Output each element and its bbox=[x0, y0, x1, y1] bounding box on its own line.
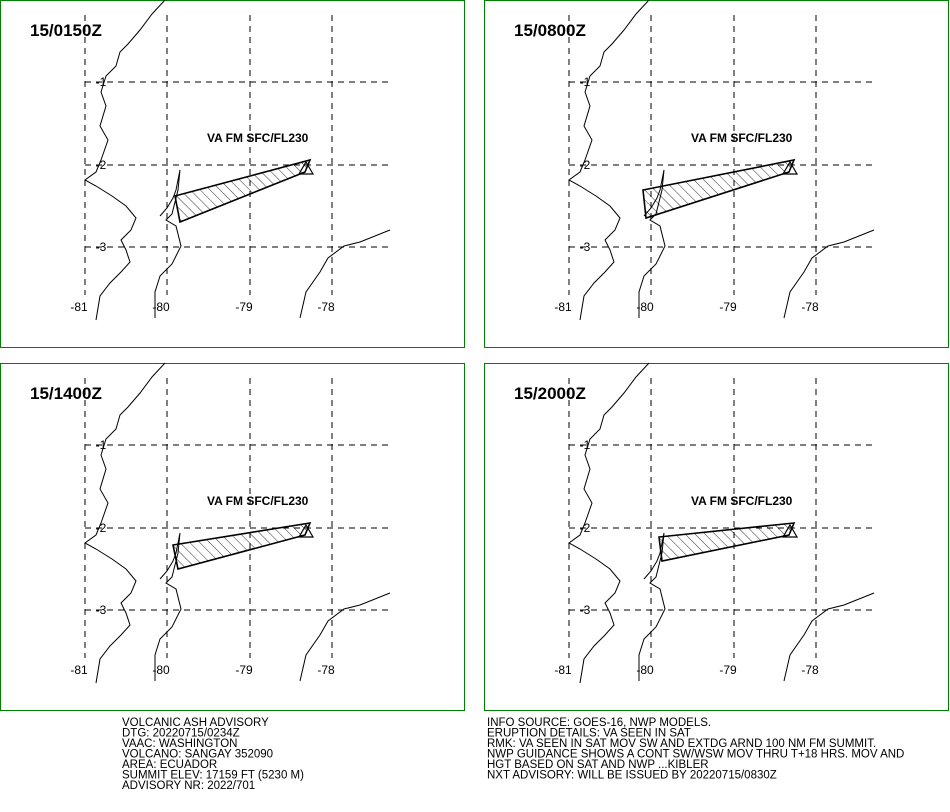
lat-label: -1 bbox=[580, 438, 591, 452]
advisory-line: VOLCANIC ASH ADVISORY bbox=[122, 717, 269, 729]
lon-label: -79 bbox=[235, 663, 253, 677]
panel-border bbox=[484, 363, 949, 711]
lon-label: -78 bbox=[317, 300, 335, 314]
ash-label: VA FM SFC/FL230 bbox=[691, 131, 793, 145]
coastline bbox=[154, 532, 182, 681]
panel-border bbox=[0, 363, 465, 711]
advisory-line: INFO SOURCE: GOES-16, NWP MODELS. bbox=[487, 717, 711, 729]
panel-border bbox=[484, 0, 949, 348]
panel-border bbox=[0, 0, 465, 348]
lat-label: -1 bbox=[580, 75, 591, 89]
coastline bbox=[783, 592, 875, 682]
coastline bbox=[568, 0, 650, 321]
advisory-line: AREA: ECUADOR bbox=[122, 759, 217, 771]
lon-label: -78 bbox=[801, 663, 819, 677]
lon-label: -81 bbox=[70, 300, 88, 314]
advisory-line: DTG: 20220715/0234Z bbox=[122, 728, 240, 740]
coastline bbox=[84, 362, 166, 684]
lat-label: -1 bbox=[96, 438, 107, 452]
ash-area bbox=[658, 522, 796, 562]
panel-title: 15/0800Z bbox=[514, 21, 586, 40]
coastline bbox=[783, 229, 875, 319]
map-panel: -81 -80 -79 -78 -1 -2 -3 15/2000Z VA FM SFC/FL23… bbox=[484, 362, 949, 711]
coastline bbox=[299, 592, 391, 682]
lon-label: -81 bbox=[554, 663, 572, 677]
ash-label: VA FM SFC/FL230 bbox=[691, 494, 793, 508]
lat-label: -2 bbox=[580, 158, 591, 172]
panel-title: 15/1400Z bbox=[30, 384, 102, 403]
lon-label: -78 bbox=[317, 663, 335, 677]
coastline bbox=[154, 169, 182, 318]
map-panel: -81 -80 -79 -78 -1 -2 -3 15/0800Z VA FM SFC/FL23… bbox=[484, 0, 949, 348]
lat-label: -3 bbox=[96, 240, 107, 254]
lat-label: -2 bbox=[96, 521, 107, 535]
lat-label: -2 bbox=[580, 521, 591, 535]
advisory-line: ADVISORY NR: 2022/701 bbox=[122, 780, 255, 792]
advisory-line: ERUPTION DETAILS: VA SEEN IN SAT bbox=[487, 728, 691, 740]
lon-label: -80 bbox=[152, 663, 170, 677]
advisory-line: NWP GUIDANCE SHOWS A CONT SW/WSW MOV THR… bbox=[487, 749, 904, 761]
volcano bbox=[781, 160, 799, 175]
volcano bbox=[781, 523, 799, 538]
lat-label: -2 bbox=[96, 158, 107, 172]
lat-label: -3 bbox=[580, 603, 591, 617]
lon-label: -78 bbox=[801, 300, 819, 314]
lon-label: -80 bbox=[636, 300, 654, 314]
ash-label: VA FM SFC/FL230 bbox=[207, 131, 309, 145]
lon-label: -81 bbox=[70, 663, 88, 677]
panel-title: 15/2000Z bbox=[514, 384, 586, 403]
lon-label: -79 bbox=[235, 300, 253, 314]
panel-title: 15/0150Z bbox=[30, 21, 102, 40]
advisory-line: HGT BASED ON SAT AND NWP ...KIBLER bbox=[487, 759, 709, 771]
coastline bbox=[299, 229, 391, 319]
lon-label: -80 bbox=[152, 300, 170, 314]
coastline bbox=[84, 0, 166, 321]
lat-label: -3 bbox=[96, 603, 107, 617]
volcano bbox=[297, 160, 315, 175]
volcano bbox=[297, 523, 315, 538]
advisory-line: VOLCANO: SANGAY 352090 bbox=[122, 749, 273, 761]
lon-label: -79 bbox=[719, 663, 737, 677]
advisory-line: NXT ADVISORY: WILL BE ISSUED BY 20220715… bbox=[487, 770, 777, 782]
advisory-line: SUMMIT ELEV: 17159 FT (5230 M) bbox=[122, 770, 304, 782]
lon-label: -79 bbox=[719, 300, 737, 314]
advisory-line: RMK: VA SEEN IN SAT MOV SW AND EXTDG ARN… bbox=[487, 738, 876, 750]
ash-label: VA FM SFC/FL230 bbox=[207, 494, 309, 508]
coastline bbox=[638, 532, 666, 681]
ash-area bbox=[172, 521, 312, 570]
lat-label: -3 bbox=[580, 240, 591, 254]
map-panel: -81 -80 -79 -78 -1 -2 -3 15/1400Z VA FM SFC/FL23… bbox=[0, 362, 465, 711]
lon-label: -80 bbox=[636, 663, 654, 677]
ash-area bbox=[174, 158, 312, 224]
advisory-line: VAAC: WASHINGTON bbox=[122, 738, 237, 750]
map-panel: -81 -80 -79 -78 -1 -2 -3 15/0150Z VA FM SFC/FL23… bbox=[0, 0, 465, 348]
lon-label: -81 bbox=[554, 300, 572, 314]
ash-area bbox=[642, 158, 796, 220]
coastline bbox=[568, 362, 650, 684]
lat-label: -1 bbox=[96, 75, 107, 89]
